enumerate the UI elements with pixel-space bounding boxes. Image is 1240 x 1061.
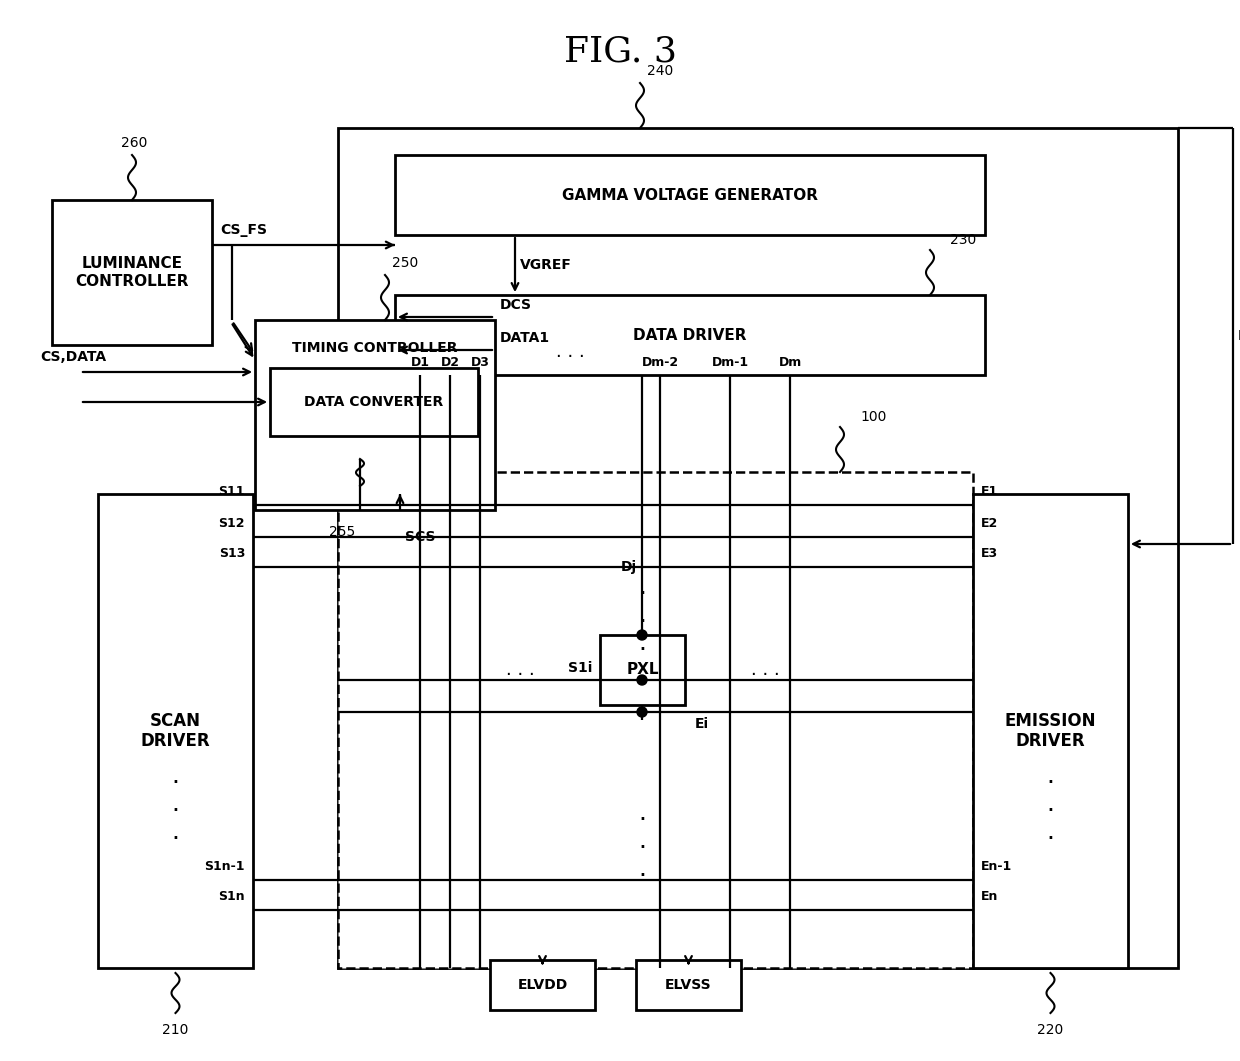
- Text: S12: S12: [218, 517, 246, 530]
- Text: S1i: S1i: [568, 661, 591, 675]
- Bar: [98, 494, 253, 968]
- Bar: [339, 472, 973, 968]
- Bar: [600, 634, 684, 705]
- Text: LUMINANCE
CONTROLLER: LUMINANCE CONTROLLER: [76, 257, 188, 289]
- Text: DATA CONVERTER: DATA CONVERTER: [304, 395, 444, 408]
- Text: TIMING CONTROLLER: TIMING CONTROLLER: [293, 341, 458, 355]
- Text: . . .: . . .: [750, 661, 780, 679]
- Text: D3: D3: [470, 356, 490, 369]
- Text: ·
·
·: · · ·: [639, 808, 646, 888]
- Circle shape: [637, 675, 647, 685]
- Text: Ei: Ei: [694, 717, 709, 731]
- Text: VGREF: VGREF: [520, 258, 572, 272]
- Text: FIG. 3: FIG. 3: [563, 35, 677, 69]
- Text: S1n: S1n: [218, 890, 246, 903]
- Text: ELVDD: ELVDD: [517, 978, 568, 992]
- Text: 260: 260: [120, 136, 148, 150]
- Bar: [255, 320, 495, 510]
- Text: . . .: . . .: [556, 343, 584, 361]
- Text: S11: S11: [218, 485, 246, 498]
- Text: ELVSS: ELVSS: [665, 978, 712, 992]
- Text: SCS: SCS: [405, 530, 435, 544]
- Text: S13: S13: [218, 547, 246, 560]
- Text: Dm-1: Dm-1: [712, 356, 749, 369]
- Text: DCS: DCS: [500, 298, 532, 312]
- Text: EMISSION
DRIVER: EMISSION DRIVER: [1004, 712, 1096, 750]
- Text: D2: D2: [440, 356, 460, 369]
- Text: GAMMA VOLTAGE GENERATOR: GAMMA VOLTAGE GENERATOR: [562, 188, 818, 203]
- Text: ·
·
·: · · ·: [639, 582, 646, 662]
- Text: S1n-1: S1n-1: [205, 860, 246, 873]
- Text: 255: 255: [329, 525, 355, 539]
- Text: DATA DRIVER: DATA DRIVER: [634, 328, 746, 343]
- Text: Dm-2: Dm-2: [641, 356, 678, 369]
- Bar: [270, 368, 477, 436]
- Bar: [396, 155, 985, 234]
- Text: 230: 230: [950, 233, 976, 247]
- Bar: [636, 960, 742, 1010]
- Text: 100: 100: [861, 410, 887, 424]
- Text: DATA1: DATA1: [500, 331, 551, 345]
- Text: E2: E2: [981, 517, 998, 530]
- Bar: [339, 128, 1178, 968]
- Text: En: En: [981, 890, 998, 903]
- Bar: [490, 960, 595, 1010]
- Circle shape: [637, 630, 647, 640]
- Text: E3: E3: [981, 547, 998, 560]
- Text: 240: 240: [647, 64, 673, 79]
- Text: 220: 220: [1038, 1023, 1064, 1037]
- Text: E1: E1: [981, 485, 998, 498]
- Text: ·
·
·: · · ·: [171, 771, 180, 851]
- Text: CS_FS: CS_FS: [219, 223, 267, 237]
- Bar: [52, 201, 212, 345]
- Text: ECS: ECS: [1238, 329, 1240, 343]
- Text: Dm: Dm: [779, 356, 801, 369]
- Text: 250: 250: [392, 256, 418, 269]
- Text: Dj: Dj: [621, 560, 637, 574]
- Text: D1: D1: [410, 356, 429, 369]
- Bar: [396, 295, 985, 375]
- Circle shape: [637, 707, 647, 717]
- Text: SCAN
DRIVER: SCAN DRIVER: [140, 712, 211, 750]
- Text: PXL: PXL: [626, 662, 658, 678]
- Text: CS,DATA: CS,DATA: [40, 350, 107, 364]
- Bar: [973, 494, 1128, 968]
- Text: En-1: En-1: [981, 860, 1012, 873]
- Text: . . .: . . .: [506, 661, 534, 679]
- Text: ·
·
·: · · ·: [1047, 771, 1054, 851]
- Text: 210: 210: [162, 1023, 188, 1037]
